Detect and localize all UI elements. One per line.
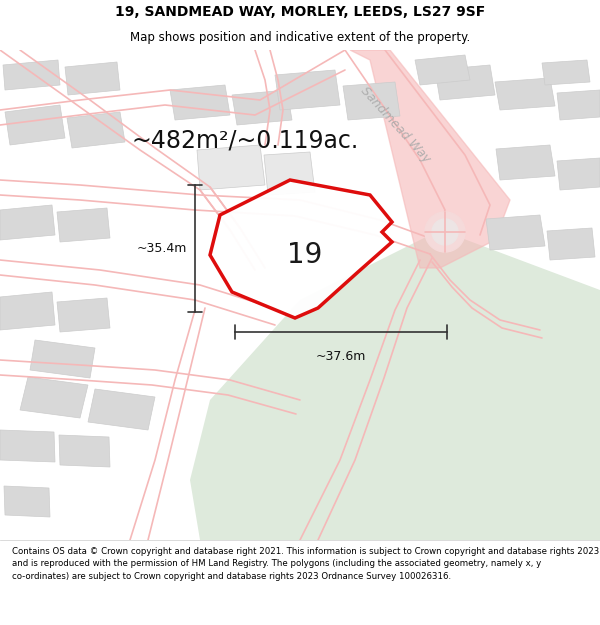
Text: 19: 19 — [287, 241, 323, 269]
Polygon shape — [59, 435, 110, 467]
Polygon shape — [0, 205, 55, 240]
Text: ~482m²/~0.119ac.: ~482m²/~0.119ac. — [131, 128, 359, 152]
Polygon shape — [486, 215, 545, 250]
Polygon shape — [495, 78, 555, 110]
Polygon shape — [547, 228, 595, 260]
Polygon shape — [4, 486, 50, 517]
Circle shape — [425, 212, 465, 252]
Text: 19, SANDMEAD WAY, MORLEY, LEEDS, LS27 9SF: 19, SANDMEAD WAY, MORLEY, LEEDS, LS27 9S… — [115, 6, 485, 19]
Polygon shape — [88, 389, 155, 430]
Polygon shape — [232, 90, 292, 125]
Polygon shape — [0, 292, 55, 330]
Polygon shape — [350, 50, 510, 268]
Polygon shape — [435, 65, 495, 100]
Polygon shape — [542, 60, 590, 85]
Polygon shape — [65, 62, 120, 95]
Polygon shape — [557, 90, 600, 120]
Polygon shape — [496, 145, 555, 180]
Polygon shape — [57, 208, 110, 242]
Text: Sandmead Way: Sandmead Way — [358, 84, 433, 166]
Circle shape — [432, 219, 458, 245]
Polygon shape — [170, 85, 230, 120]
Polygon shape — [20, 377, 88, 418]
Polygon shape — [190, 230, 600, 540]
Polygon shape — [30, 340, 95, 378]
Polygon shape — [275, 70, 340, 110]
Polygon shape — [57, 298, 110, 332]
Polygon shape — [264, 152, 315, 195]
Polygon shape — [5, 105, 65, 145]
Polygon shape — [557, 158, 600, 190]
Polygon shape — [197, 145, 265, 190]
Polygon shape — [343, 82, 400, 120]
Polygon shape — [415, 55, 470, 85]
Text: ~35.4m: ~35.4m — [137, 242, 187, 255]
Text: ~37.6m: ~37.6m — [316, 350, 366, 363]
Polygon shape — [67, 112, 125, 148]
Text: Contains OS data © Crown copyright and database right 2021. This information is : Contains OS data © Crown copyright and d… — [12, 547, 599, 581]
Polygon shape — [3, 60, 60, 90]
Polygon shape — [0, 50, 600, 540]
Polygon shape — [210, 180, 392, 318]
Text: Map shows position and indicative extent of the property.: Map shows position and indicative extent… — [130, 31, 470, 44]
Polygon shape — [0, 430, 55, 462]
